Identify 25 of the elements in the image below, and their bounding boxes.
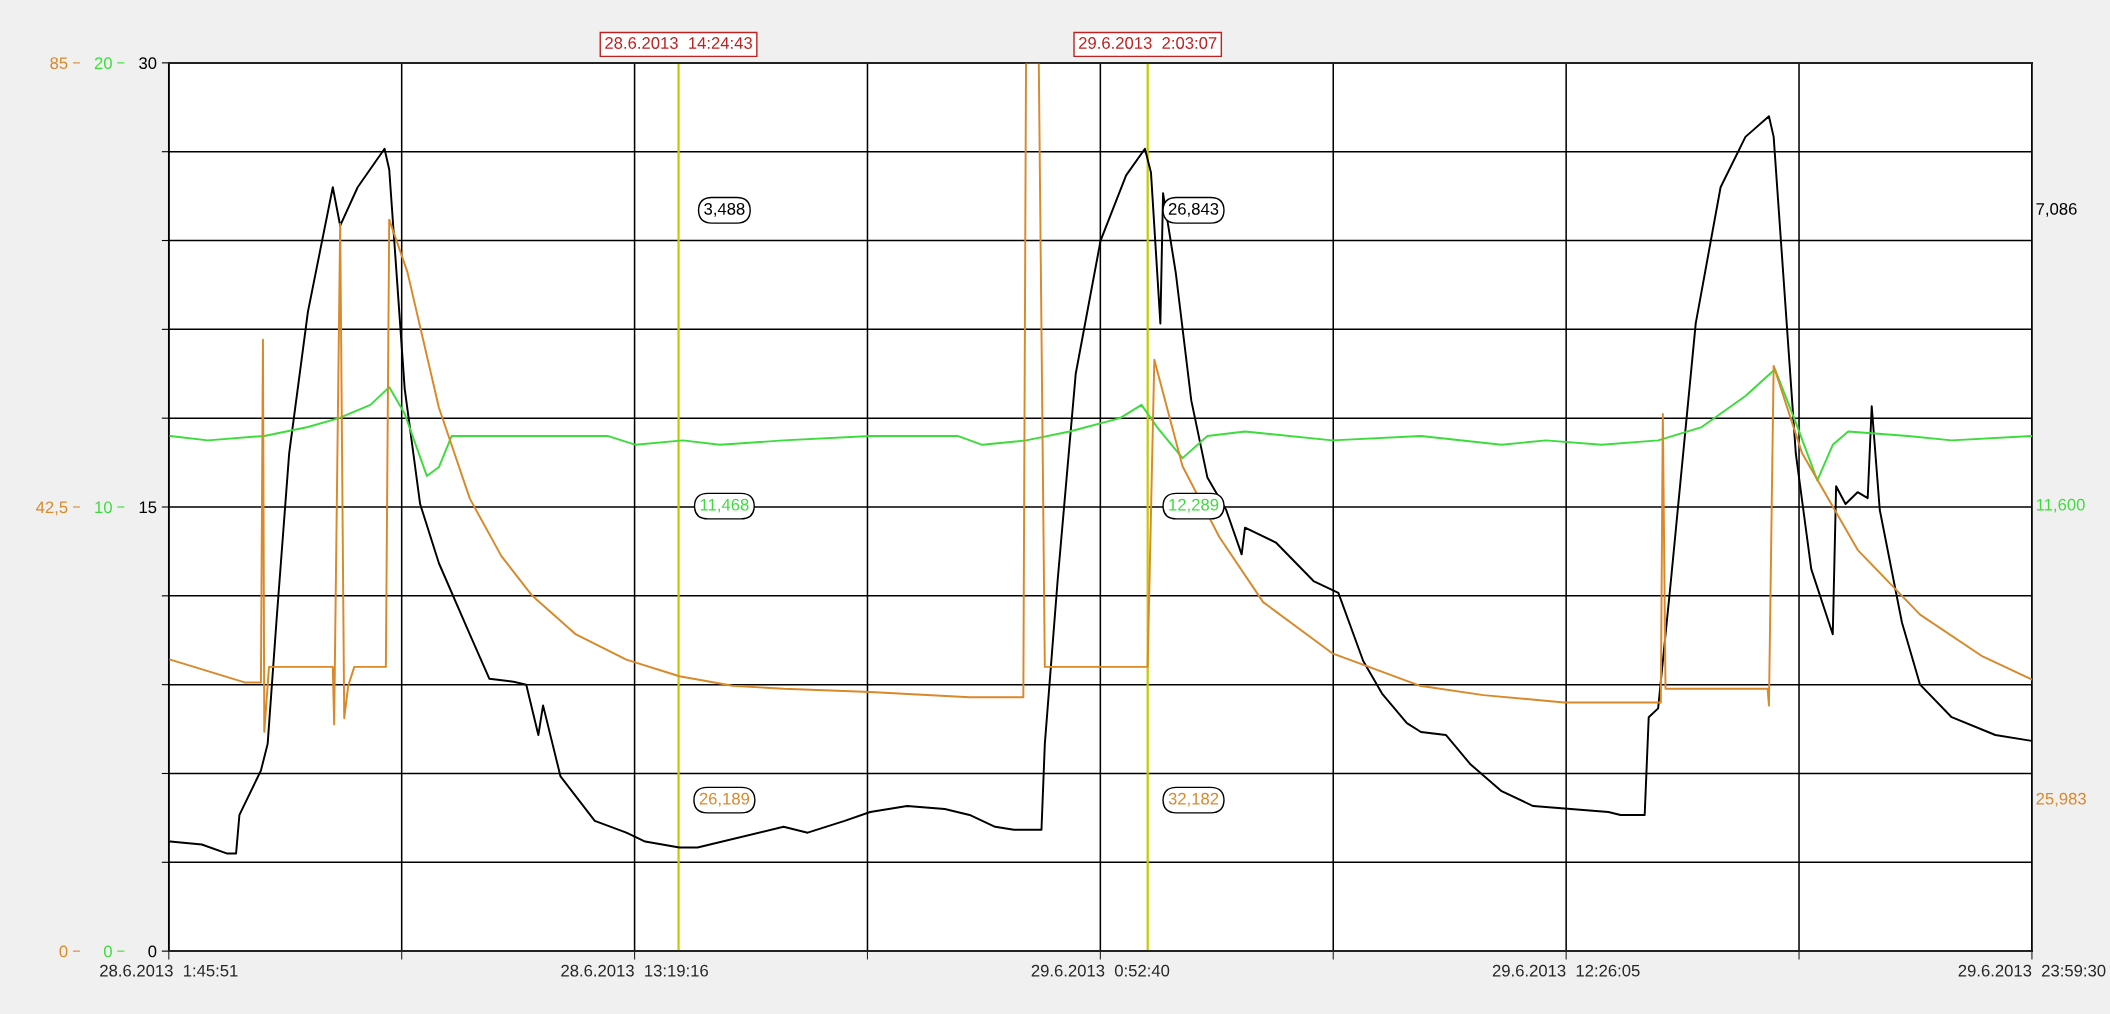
text: 11,600	[2036, 498, 2085, 513]
annotation: 26,189	[699, 792, 750, 807]
annotation: 3,488	[704, 202, 745, 217]
x-tick-label: 28.6.2013 13:19:16	[561, 964, 708, 977]
text: 25,983	[2036, 792, 2086, 807]
x-tick-label: 29.6.2013 0:52:40	[1031, 964, 1170, 977]
y3-tick-label: 85	[50, 57, 68, 70]
ref-line-label: 28.6.2013 14:24:43	[605, 37, 752, 49]
x-tick-label: 29.6.2013 23:59:30	[1958, 964, 2106, 977]
y-tick-label: 0	[148, 945, 157, 958]
annotation: 12,289	[1169, 498, 1219, 513]
annotation: 26,843	[1168, 202, 1219, 217]
y2-tick-label: 0	[103, 945, 112, 958]
y3-tick-label: 42,5	[36, 501, 68, 516]
text: 7,086	[2036, 202, 2077, 217]
y-tick-label: 30	[139, 57, 157, 70]
y-tick-label: 15	[139, 501, 157, 514]
annotation: 11,468	[700, 498, 749, 513]
y3-tick-label: 0	[59, 945, 68, 958]
ref-line-label: 29.6.2013 2:03:07	[1079, 37, 1217, 49]
annotation: 32,182	[1168, 792, 1219, 807]
y2-tick-label: 10	[95, 501, 112, 514]
x-tick-label: 28.6.2013 1:45:51	[100, 964, 238, 977]
y2-tick-label: 20	[94, 57, 112, 70]
x-tick-label: 29.6.2013 12:26:05	[1492, 964, 1640, 977]
